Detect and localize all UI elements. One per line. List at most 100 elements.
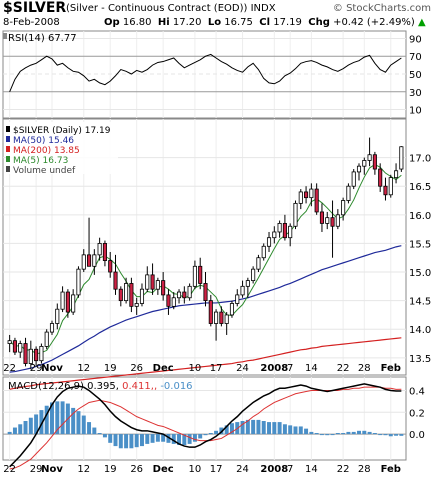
rsi-label: RSI(14) 67.77	[8, 33, 77, 44]
x-tick-label: 2008	[260, 363, 288, 374]
instrument-description: (Silver - Continuous Contract (EOD)) IND…	[66, 3, 276, 14]
macd-histogram-bar	[282, 424, 287, 435]
candle-body	[34, 348, 39, 362]
candle-body	[245, 280, 250, 287]
x-tick-label: 29	[30, 363, 43, 374]
macd-histogram-bar	[50, 402, 54, 435]
macd-histogram-bar	[177, 434, 182, 445]
candle-body	[272, 231, 277, 239]
rsi-tick-label: 10	[409, 106, 422, 117]
macd-histogram-bar	[92, 427, 97, 435]
watermark: © StockCharts.com	[332, 3, 431, 14]
macd-histogram-bar	[187, 434, 192, 444]
x-tick-label: 2008	[260, 464, 288, 475]
candle-body	[282, 222, 287, 239]
candle-body	[18, 343, 23, 353]
macd-histogram-bar	[81, 415, 86, 435]
candle-body	[12, 340, 17, 353]
rsi-tick-label: 50	[409, 70, 422, 81]
candle-body	[134, 303, 139, 307]
x-tick-label: 19	[104, 363, 117, 374]
macd-histogram-bar	[12, 427, 17, 435]
macd-histogram-bar	[256, 419, 261, 435]
macd-histogram-bar	[219, 427, 224, 435]
x-tick-label: 10	[189, 464, 202, 475]
candle-body	[298, 191, 303, 204]
macd-histogram-bar	[113, 434, 118, 447]
legend-entry: MA(5) 16.73	[13, 156, 68, 166]
candle-body	[198, 265, 203, 284]
candle-body	[124, 283, 129, 302]
macd-label-part: 0.395,	[87, 381, 122, 392]
legend-swatch	[6, 146, 10, 152]
macd-histogram-bar	[55, 401, 60, 435]
candle-body	[113, 271, 118, 290]
candle-body	[187, 285, 192, 299]
x-tick-label: 24	[236, 464, 249, 475]
x-tick-label: 28	[358, 363, 371, 374]
candle-body	[251, 268, 256, 282]
change-value: +0.42 (+2.49%)	[333, 17, 415, 28]
macd-label-part: MACD(12,26,9)	[8, 381, 87, 392]
change-label: Chg	[308, 17, 330, 28]
candle-body	[367, 154, 372, 161]
ma200-line	[9, 337, 402, 390]
macd-histogram-bar	[245, 419, 250, 435]
candle-body	[346, 185, 351, 201]
candle-body	[266, 237, 272, 247]
candle-body	[108, 260, 113, 273]
candle-body	[139, 288, 145, 304]
macd-histogram-bar	[251, 419, 256, 435]
candle-body	[44, 331, 49, 347]
x-tick-label: Dec	[153, 363, 174, 374]
macd-histogram-bar	[362, 430, 367, 435]
x-tick-label: 7	[287, 363, 293, 374]
macd-histogram-bar	[139, 434, 144, 447]
symbol-title: $SILVER	[3, 0, 67, 16]
price-tick-label: 16.0	[409, 211, 431, 222]
candle-body	[235, 294, 240, 304]
price-tick-label: 14.5	[409, 297, 431, 308]
candle-body	[23, 343, 28, 364]
x-tick-label: 12	[77, 464, 90, 475]
candle-body	[129, 283, 134, 307]
x-tick-label: 22	[3, 363, 16, 374]
macd-histogram-bar	[293, 426, 298, 435]
macd-label: MACD(12,26,9) 0.395, 0.411,, -0.016	[8, 381, 193, 392]
macd-histogram-bar	[319, 434, 324, 436]
close-value: 17.19	[273, 17, 302, 28]
x-tick-label: Nov	[41, 363, 63, 374]
x-tick-label: 14	[305, 464, 318, 475]
macd-histogram-bar	[76, 411, 81, 435]
candle-body	[372, 154, 377, 170]
macd-histogram-bar	[102, 434, 107, 438]
macd-histogram-bar	[325, 434, 330, 436]
legend-swatch	[6, 136, 10, 142]
candle-body	[362, 160, 367, 167]
macd-tick-label: 0.4	[409, 386, 425, 397]
candle-body	[277, 222, 282, 233]
x-tick-label: Nov	[41, 464, 63, 475]
candle-body	[182, 291, 187, 299]
x-tick-label: 28	[358, 464, 371, 475]
x-tick-label: 26	[130, 464, 143, 475]
x-tick-label: 22	[337, 363, 350, 374]
macd-histogram-bar	[357, 430, 361, 435]
high-value: 17.20	[172, 17, 202, 28]
macd-label-part: 0.411,,	[122, 381, 160, 392]
candle-body	[102, 243, 107, 261]
legend-entry: MA(50) 15.46	[13, 136, 74, 146]
high-label: Hi	[157, 17, 170, 28]
candle-body	[219, 311, 224, 324]
x-tick-label: 12	[77, 363, 90, 374]
candle-body	[394, 170, 399, 179]
macd-histogram-bar	[240, 421, 245, 435]
candle-body	[192, 265, 197, 287]
macd-histogram-bar	[203, 434, 208, 436]
macd-histogram-bar	[341, 433, 346, 435]
rsi-tick-label: 70	[409, 52, 422, 63]
price-tick-label: 14.0	[409, 325, 431, 336]
macd-histogram-bar	[150, 434, 155, 443]
macd-histogram-bar	[182, 434, 187, 445]
macd-line	[9, 383, 402, 468]
